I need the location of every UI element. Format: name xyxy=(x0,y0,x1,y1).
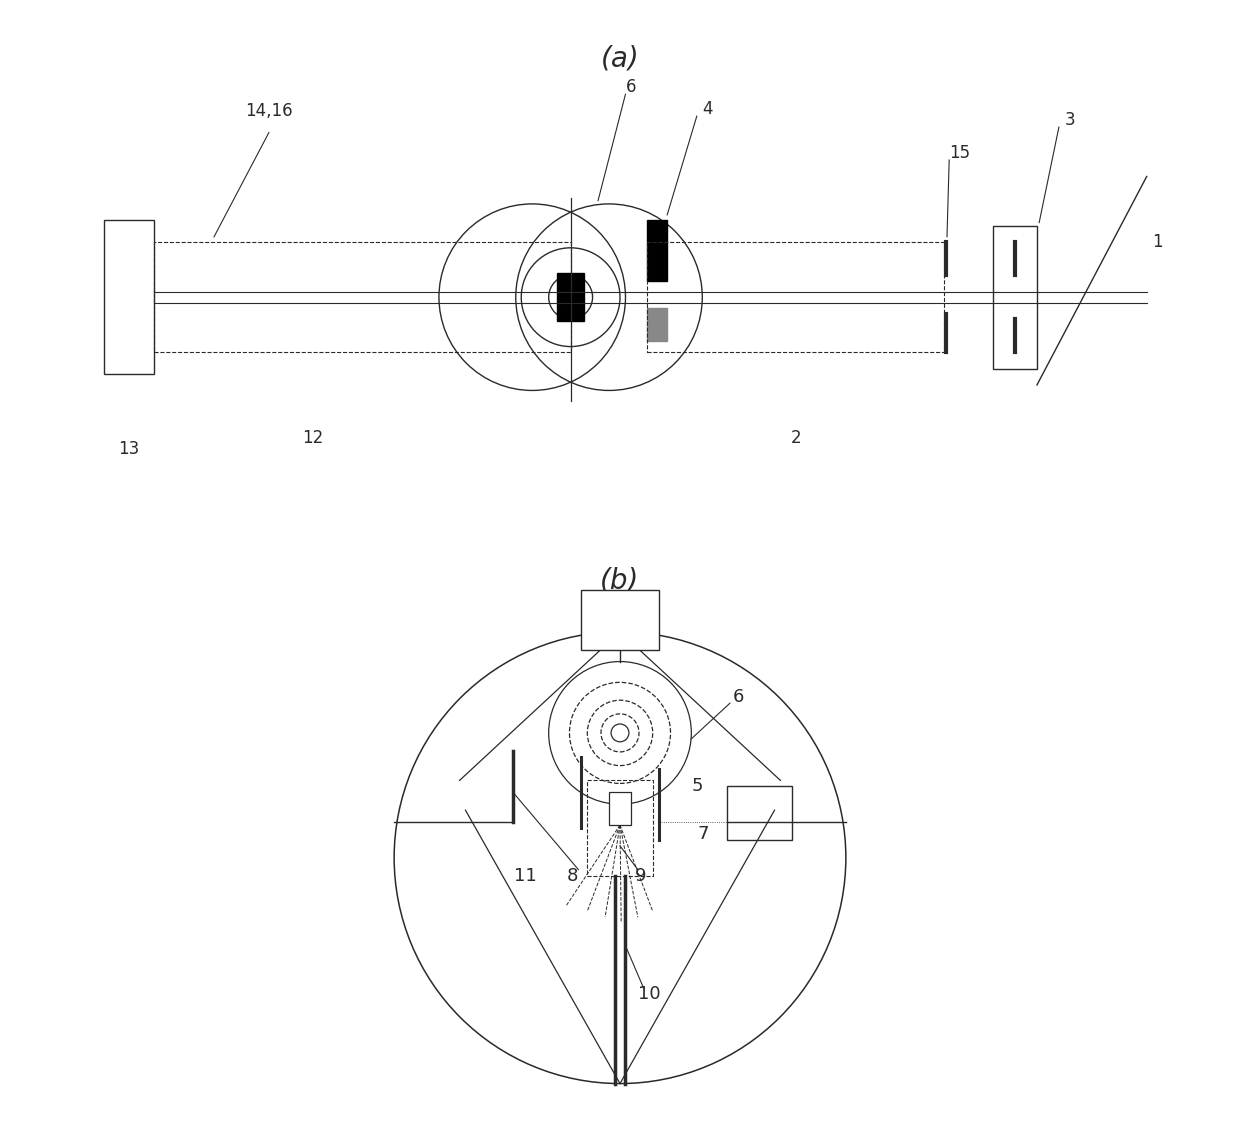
Bar xyxy=(993,226,1037,368)
Bar xyxy=(588,781,652,876)
Text: 12: 12 xyxy=(303,429,324,447)
Bar xyxy=(647,309,667,341)
Bar xyxy=(582,590,658,649)
Bar xyxy=(727,786,792,840)
Text: 15: 15 xyxy=(950,144,971,161)
Text: 10: 10 xyxy=(639,985,661,1004)
Text: 1: 1 xyxy=(1152,233,1163,251)
Bar xyxy=(647,242,944,352)
Bar xyxy=(609,792,631,825)
Text: 4: 4 xyxy=(703,99,713,118)
Text: 14,16: 14,16 xyxy=(246,102,293,120)
Text: 7: 7 xyxy=(697,825,709,842)
Text: 3: 3 xyxy=(1065,111,1075,129)
Text: (b): (b) xyxy=(600,567,640,594)
Bar xyxy=(104,221,154,374)
Bar xyxy=(647,221,667,281)
Text: 6: 6 xyxy=(733,688,744,706)
Text: 11: 11 xyxy=(513,866,536,885)
Text: (a): (a) xyxy=(600,45,640,73)
Bar xyxy=(558,273,584,321)
Text: 2: 2 xyxy=(790,429,801,447)
Bar xyxy=(154,242,570,352)
Text: 5: 5 xyxy=(692,777,703,796)
Text: 8: 8 xyxy=(567,866,578,885)
Text: 13: 13 xyxy=(118,440,139,458)
Text: 9: 9 xyxy=(635,866,646,885)
Text: 6: 6 xyxy=(626,78,636,96)
